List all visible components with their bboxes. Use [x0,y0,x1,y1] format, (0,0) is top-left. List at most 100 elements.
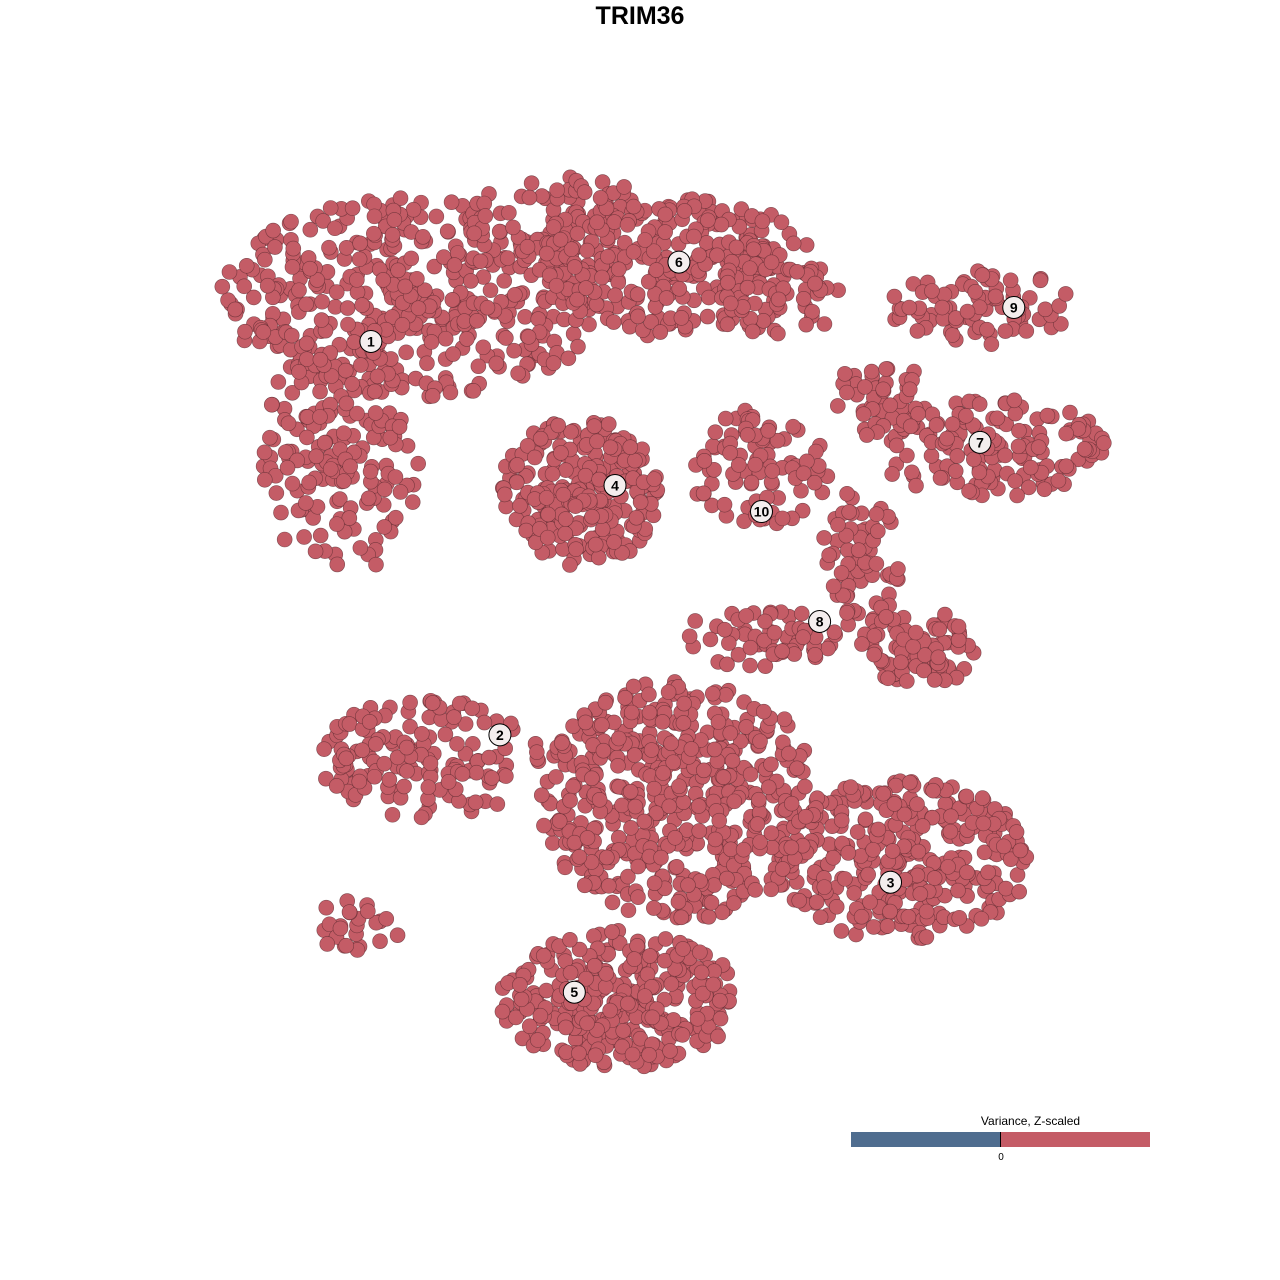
cell-point-cluster-8 [730,646,747,663]
cell-point-cluster-3 [959,864,975,881]
cell-point-cluster-1 [498,330,514,346]
cell-point-cluster-6 [686,228,702,245]
cell-point-cluster-7 [971,396,988,412]
cell-point-cluster-2 [454,766,471,782]
cell-point-cluster-6 [807,275,823,292]
cell-point-cluster-8 [841,504,857,520]
cell-point-cluster-9 [944,327,961,343]
cell-point-cluster-3 [870,821,887,838]
cell-point-cluster-1 [428,208,445,225]
cell-point-cluster-7 [1058,425,1074,442]
cell-point-cluster-5 [668,858,685,875]
cell-point-cluster-1 [309,272,325,288]
legend-negative-segment [851,1132,1001,1147]
cell-point-cluster-6 [742,260,758,277]
cell-point-cluster-6 [816,316,833,332]
cell-point-cluster-10 [696,453,713,469]
cell-point-cluster-5 [692,944,708,961]
cell-point-cluster-6 [798,316,814,333]
cluster-label-badge [359,329,383,353]
cell-point-cluster-7 [1022,459,1039,476]
cell-point-cluster-5 [780,745,797,762]
cell-point-cluster-6 [719,316,736,333]
cell-point-cluster-2 [351,773,368,790]
cell-point-cluster-1 [221,264,238,280]
cell-point-cluster-7 [878,361,894,377]
cell-point-cluster-4 [557,511,574,527]
cell-point-cluster-2 [529,744,545,760]
cell-point-cluster-4 [590,549,607,566]
cell-point-cluster-3 [837,871,853,887]
cell-point-cluster-1 [404,494,421,510]
cell-point-cluster-1 [366,225,382,242]
cell-point-cluster-1 [415,229,431,245]
cell-point-cluster-1 [488,355,505,372]
cell-point-cluster-5 [641,686,657,703]
cell-point-cluster-1 [442,384,459,401]
cell-point-cluster-1 [338,239,355,256]
cell-point-cluster-5 [620,902,637,919]
cluster-label-4: 4 [603,473,627,497]
cell-point-cluster-8 [866,628,883,644]
cluster-label-text: 7 [976,434,984,450]
cell-point-cluster-3 [842,779,859,795]
cell-point-cluster-2 [413,725,430,742]
cell-point-cluster-9 [1053,316,1069,332]
cell-point-cluster-2 [476,714,493,731]
cell-point-cluster-1 [387,469,404,485]
cell-point-cluster-1 [299,351,315,367]
cell-point-cluster-1 [267,239,283,255]
cell-point-cluster-1 [443,194,460,210]
cell-point-cluster-5 [693,964,710,981]
cell-point-cluster-5 [700,909,717,925]
points-layer [214,169,1112,1075]
cell-point-cluster-2 [360,903,376,920]
cell-point-cluster-3 [896,806,913,823]
cell-point-cluster-8 [742,657,758,674]
cell-point-cluster-4 [602,439,619,456]
cell-point-cluster-1 [360,490,377,507]
cell-point-cluster-6 [625,244,642,260]
cell-point-cluster-4 [577,467,594,484]
cell-point-cluster-3 [853,908,870,925]
cell-point-cluster-3 [998,880,1014,897]
cell-point-cluster-8 [893,654,909,671]
cell-point-cluster-7 [949,448,966,464]
cell-point-cluster-1 [312,383,328,400]
cell-point-cluster-1 [444,292,461,308]
cell-point-cluster-5 [703,894,720,911]
cell-point-cluster-5 [657,931,674,947]
cell-point-cluster-3 [1011,883,1028,900]
cell-point-cluster-5 [663,976,680,992]
cell-point-cluster-5 [783,795,800,812]
cell-point-cluster-8 [825,578,842,595]
cell-point-cluster-1 [298,296,314,313]
legend-title: Variance, Z-scaled [980,1114,1081,1128]
cell-point-cluster-6 [657,206,674,223]
cell-point-cluster-1 [280,415,297,432]
cell-point-cluster-1 [475,339,492,356]
cell-point-cluster-1 [296,529,312,545]
cell-point-cluster-8 [854,636,870,652]
cell-point-cluster-4 [558,462,574,478]
cell-point-cluster-1 [375,272,391,288]
cell-point-cluster-6 [605,314,622,330]
cell-point-cluster-7 [837,366,853,382]
cell-point-cluster-5 [752,733,768,750]
cell-point-cluster-1 [416,282,433,298]
cell-point-cluster-6 [625,198,642,215]
cell-point-cluster-7 [1062,404,1078,421]
cell-point-cluster-2 [384,806,401,823]
cell-point-cluster-1 [328,284,345,300]
cell-point-cluster-1 [284,259,301,275]
cell-point-cluster-2 [316,741,332,757]
cell-point-cluster-5 [752,834,768,850]
cluster-label-1: 1 [359,329,383,353]
cell-point-cluster-8 [899,673,915,689]
cell-point-cluster-6 [566,259,583,275]
cell-point-cluster-2 [338,937,355,954]
cell-point-cluster-5 [591,792,608,808]
cluster-label-badge [968,430,992,454]
cell-point-cluster-4 [622,439,639,456]
cell-point-cluster-5 [763,881,779,898]
